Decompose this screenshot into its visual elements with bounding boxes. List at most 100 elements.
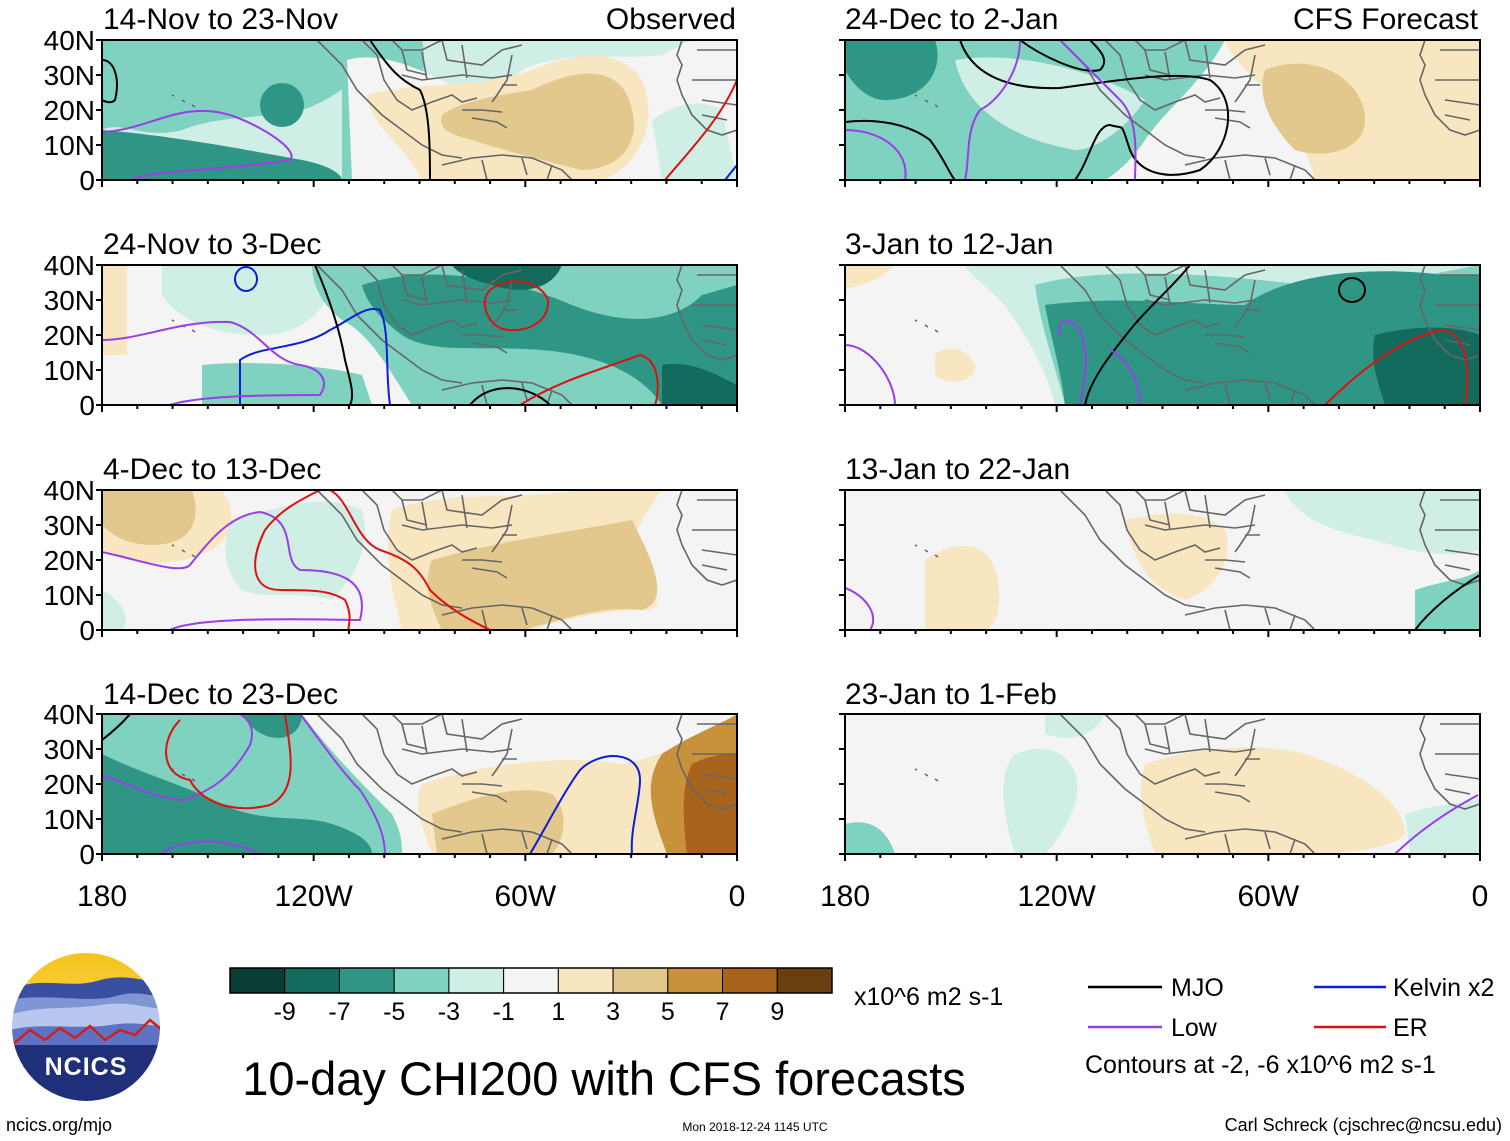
low-legend-label: Low [1171,1014,1218,1042]
panel-title: 24-Nov to 3-Dec [103,228,321,261]
kelvin-contour [529,755,642,855]
panel-title: 14-Nov to 23-Nov [103,3,338,36]
lon-label: 180 [77,880,127,913]
colorbar-frame [229,967,833,994]
forecast-panel-2: 3-Jan to 12-Jan [844,228,1481,406]
contours-note: Contours at -2, -6 x10^6 m2 s-1 [1085,1051,1436,1079]
colorbar-swatch [338,967,395,994]
lat-label: 0 [79,390,95,421]
panel-title: 3-Jan to 12-Jan [845,228,1053,261]
contour-legend: MJO Kelvin x2 Low ER Contours at -2, -6 … [1085,974,1494,1079]
mjo-contour [1019,39,1106,72]
lon-label: 60W [1237,880,1299,913]
er-contour [664,79,738,181]
colorbar-tick-label: -3 [438,998,460,1026]
kelvin-legend-label: Kelvin x2 [1393,974,1494,1002]
colorbar-tick-label: 9 [770,998,784,1026]
observed-header: Observed [606,3,736,36]
chi200-field-map [102,490,737,630]
mjo-contour [369,39,431,181]
lat-label: 40N [44,699,95,730]
colorbar-tick-label: 7 [716,998,730,1026]
colorbar-swatch [776,967,833,994]
lat-label: 20N [44,95,95,126]
lat-label: 30N [44,285,95,316]
low-contour [1394,794,1479,855]
lon-label: 120W [274,880,353,913]
er-legend-label: ER [1393,1014,1428,1042]
mjo-contour [1338,277,1366,303]
er-contour [519,353,659,406]
chi200-field-map [845,714,1480,854]
colorbar-tick-label: -7 [328,998,350,1026]
er-contour [254,489,351,631]
colorbar: -9 -7 -5 -3 -1 1 3 5 7 9 [229,967,833,1026]
low-contour [964,39,1021,181]
mjo-contour [469,387,551,406]
lat-label: 30N [44,734,95,765]
chi200-field-map [845,265,1480,405]
colorbar-swatch [612,967,669,994]
low-contour [299,713,386,855]
low-contour [159,840,261,855]
observed-panel-4: 14-Dec to 23-Dec [101,678,738,855]
kelvin-contour [234,266,258,292]
lat-label: 40N [44,475,95,506]
er-contour [329,489,491,631]
lon-label: 0 [729,880,746,913]
low-contour [844,129,907,181]
forecast-panel-4: 23-Jan to 1-Feb [844,678,1481,855]
lat-label: 20N [44,320,95,351]
low-contour [101,510,363,631]
lat-label: 0 [79,839,95,870]
footer-url: ncics.org/mjo [6,1115,112,1135]
low-contour [101,320,325,406]
forecast-panel-1: 24-Dec to 2-Jan CFS Forecast [844,3,1481,181]
kelvin-contour [724,164,738,181]
lat-label: 30N [44,60,95,91]
lat-label: 0 [79,615,95,646]
lat-label: 20N [44,545,95,576]
colorbar-swatch [393,967,450,994]
colorbar-tick-label: 3 [606,998,620,1026]
panel-title: 13-Jan to 22-Jan [845,453,1070,486]
panel-title: 23-Jan to 1-Feb [845,678,1057,711]
low-contour [844,587,875,631]
footer-credit: Carl Schreck (cjschrec@ncsu.edu) [1225,1115,1502,1135]
colorbar-swatch [722,967,778,994]
mjo-legend-label: MJO [1171,974,1224,1002]
lat-label: 10N [44,580,95,611]
longitude-axes: 180 120W 60W 0 180 120W 60W 0 [77,180,1488,913]
lat-label: 40N [44,250,95,281]
low-contour [1059,39,1137,181]
panel-title: 24-Dec to 2-Jan [845,3,1058,36]
colorbar-swatch [557,967,614,994]
panel-title: 14-Dec to 23-Dec [103,678,338,711]
lon-label: 180 [820,880,870,913]
panel-title: 4-Dec to 13-Dec [103,453,321,486]
lon-label: 0 [1472,880,1489,913]
figure-title: 10-day CHI200 with CFS forecasts [242,1052,966,1105]
latitude-axes: 40N 30N 20N 10N 0 40N 30N 20N 10N 0 40N 30N 20N 10N 0 4… [44,25,845,870]
colorbar-swatch [448,967,505,994]
lat-label: 10N [44,130,95,161]
chi200-field-map [845,490,1480,630]
lat-label: 0 [79,165,95,196]
lat-label: 40N [44,25,95,56]
logo-text: NCICS [45,1053,128,1081]
low-contour [1109,349,1141,406]
mjo-contour [1414,574,1481,631]
colorbar-tick-label: -9 [274,998,296,1026]
er-contour [1324,328,1469,406]
chi200-field-map [102,265,737,405]
observed-panel-2: 24-Nov to 3-Dec [101,228,738,406]
chi200-field-map [845,40,1480,180]
mjo-contour [844,119,956,181]
low-contour [101,109,293,181]
lat-label: 30N [44,510,95,541]
forecast-header: CFS Forecast [1293,3,1479,36]
mjo-contour [101,713,131,741]
colorbar-swatch [503,967,559,994]
ncics-logo: NCICS [10,951,162,1103]
